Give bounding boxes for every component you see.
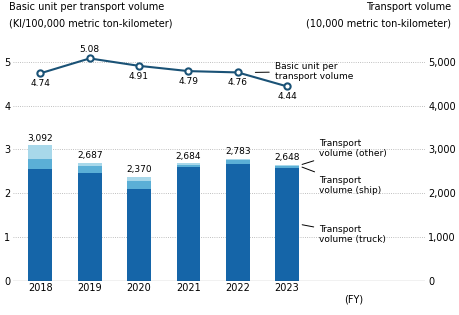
Text: Transport
volume (other): Transport volume (other) bbox=[302, 139, 386, 164]
Bar bbox=[274, 168, 298, 281]
Text: Transport
volume (truck): Transport volume (truck) bbox=[302, 225, 385, 244]
Text: 2,370: 2,370 bbox=[126, 165, 151, 175]
Bar bbox=[274, 165, 298, 166]
Bar bbox=[78, 163, 101, 167]
Bar bbox=[127, 181, 151, 189]
Text: Basic unit per
transport volume: Basic unit per transport volume bbox=[255, 62, 353, 81]
Bar bbox=[78, 174, 101, 281]
Text: 5.08: 5.08 bbox=[79, 45, 100, 54]
Bar bbox=[176, 163, 200, 165]
Text: 2,783: 2,783 bbox=[224, 147, 250, 156]
Text: (FY): (FY) bbox=[343, 295, 363, 305]
Text: Transport volume: Transport volume bbox=[365, 2, 450, 12]
Bar bbox=[176, 167, 200, 281]
Bar bbox=[28, 159, 52, 169]
Bar bbox=[28, 146, 52, 159]
Text: 3,092: 3,092 bbox=[28, 134, 53, 143]
Text: 4.91: 4.91 bbox=[129, 72, 149, 81]
Bar bbox=[225, 159, 249, 160]
Text: Basic unit per transport volume: Basic unit per transport volume bbox=[9, 2, 164, 12]
Bar bbox=[274, 166, 298, 168]
Text: Transport
volume (ship): Transport volume (ship) bbox=[302, 167, 381, 195]
Text: 2,684: 2,684 bbox=[175, 152, 201, 161]
Text: (Kl/100,000 metric ton-kilometer): (Kl/100,000 metric ton-kilometer) bbox=[9, 19, 172, 29]
Text: 4.44: 4.44 bbox=[277, 92, 297, 101]
Bar bbox=[176, 165, 200, 167]
Text: (10,000 metric ton-kilometer): (10,000 metric ton-kilometer) bbox=[305, 19, 450, 29]
Bar bbox=[28, 169, 52, 281]
Text: 4.76: 4.76 bbox=[227, 78, 247, 87]
Text: 4.79: 4.79 bbox=[178, 77, 198, 86]
Text: 2,648: 2,648 bbox=[274, 153, 299, 162]
Bar bbox=[78, 167, 101, 174]
Bar bbox=[225, 160, 249, 164]
Bar bbox=[127, 177, 151, 181]
Text: 4.74: 4.74 bbox=[30, 79, 50, 88]
Bar bbox=[127, 189, 151, 281]
Text: 2,687: 2,687 bbox=[77, 152, 102, 160]
Bar bbox=[225, 164, 249, 281]
